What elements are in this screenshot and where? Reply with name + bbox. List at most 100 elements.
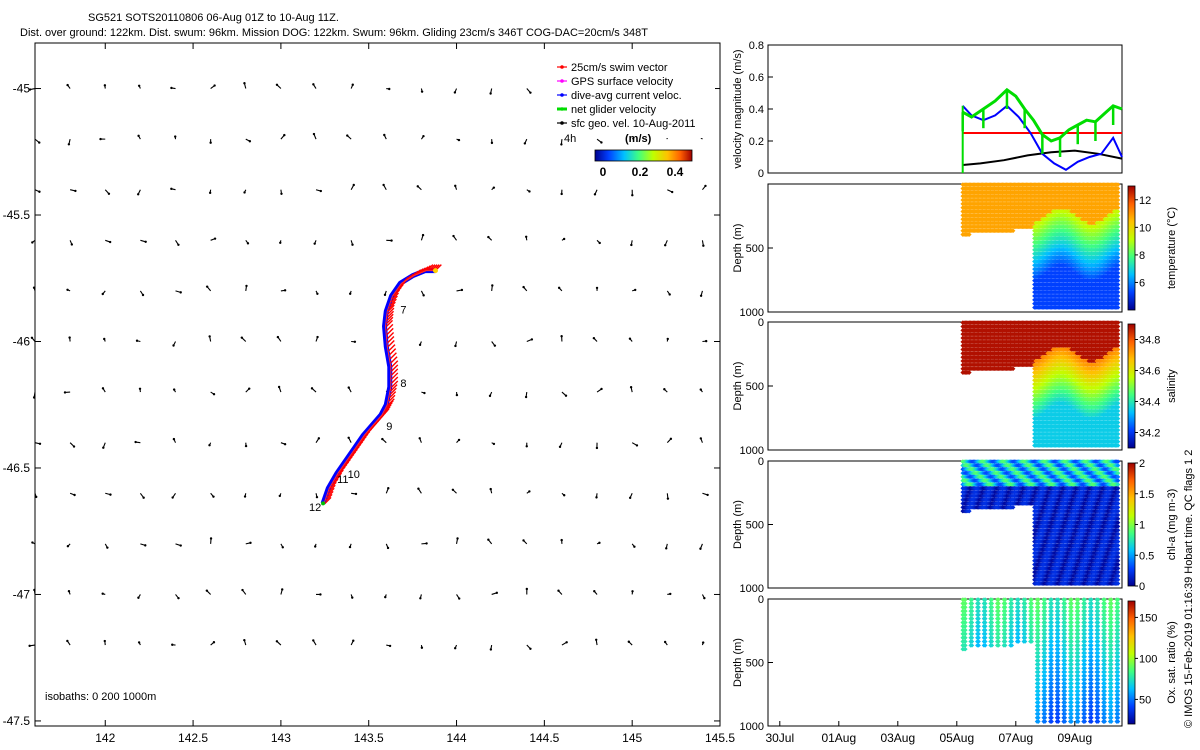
velocity-arrow-head — [670, 190, 674, 194]
velocity-arrow-head — [387, 487, 390, 490]
map-ytick-label: -45 — [13, 82, 31, 96]
velocity-arrow-head — [281, 588, 284, 591]
velocity-arrow-head — [38, 190, 41, 193]
swim-vector — [389, 387, 397, 395]
velocity-arrow-head — [417, 487, 420, 490]
velocity-arrow-head — [595, 286, 599, 290]
velocity-arrow-head — [454, 344, 457, 348]
swim-vector — [387, 398, 395, 406]
velocity-arrow-head — [523, 142, 527, 145]
velocity-arrow-head — [351, 83, 354, 86]
swim-vector — [392, 292, 399, 300]
velocity-arrow-head — [525, 587, 529, 591]
velocity-arrow-head — [66, 639, 69, 643]
velocity-axes-frame — [767, 44, 1123, 174]
velocity-arrow-head — [316, 335, 319, 339]
velocity-arrow-head — [460, 288, 464, 292]
gps-surface-track — [323, 270, 437, 504]
velocity-arrow-head — [529, 91, 532, 94]
velocity-arrow-head — [631, 193, 634, 197]
legend-marker — [560, 107, 564, 111]
section-ytick-label: 500 — [746, 243, 764, 255]
colorbar-tick-0: 0 — [600, 165, 607, 179]
velocity-arrow-head — [102, 446, 105, 449]
velocity-arrow-head — [68, 336, 71, 339]
velocity-arrow-head — [32, 396, 36, 399]
velocity-arrow-head — [144, 544, 147, 547]
velocity-arrow-head — [171, 496, 174, 499]
map-xtick-label: 145 — [622, 731, 642, 745]
velocity-arrow-head — [310, 387, 314, 390]
velocity-arrow-head — [595, 638, 598, 641]
dive-avg-current-track — [320, 268, 436, 505]
velocity-arrow-head — [28, 644, 31, 648]
legend-label: 25cm/s swim vector — [571, 62, 668, 74]
velocity-ytick-label: 0.2 — [749, 136, 764, 148]
velocity-series-line — [962, 149, 1123, 166]
velocity-arrow-head — [101, 292, 104, 296]
velocity-arrow-head — [628, 496, 632, 500]
map-colorbar — [594, 149, 693, 162]
velocity-arrow-head — [212, 495, 215, 498]
velocity-arrow-head — [35, 495, 38, 499]
velocity-arrow-head — [134, 440, 137, 444]
velocity-arrow-head — [560, 335, 563, 338]
velocity-arrow-head — [565, 641, 568, 644]
velocity-arrow-head — [174, 135, 177, 138]
swim-vector — [333, 475, 341, 483]
velocity-arrow-head — [137, 134, 140, 138]
velocity-arrow-head — [701, 641, 705, 644]
surface-velocity-arrows — [28, 82, 709, 651]
velocity-arrow-head — [489, 487, 492, 491]
swim-vector — [386, 319, 394, 327]
velocity-arrow-head — [420, 646, 424, 649]
velocity-arrow-head — [384, 595, 387, 599]
velocity-arrow-head — [172, 437, 176, 441]
velocity-arrow-head — [348, 545, 352, 549]
velocity-arrow-head — [66, 288, 69, 291]
legend-marker — [560, 121, 564, 125]
velocity-arrow-head — [137, 84, 141, 87]
map-ytick-label: -46.5 — [3, 461, 31, 475]
velocity-arrow-head — [32, 286, 36, 289]
velocity-arrow-head — [248, 387, 251, 390]
velocity-ytick-label: 0.6 — [749, 72, 764, 84]
map-axes-frame — [34, 42, 721, 727]
swim-vector — [388, 301, 396, 309]
velocity-arrow-head — [243, 191, 246, 194]
swim-vector — [391, 376, 399, 384]
legend-time-label: 4h — [564, 133, 576, 145]
velocity-arrow-head — [489, 92, 492, 95]
velocity-arrow-head — [31, 241, 34, 244]
velocity-arrow-head — [172, 388, 176, 391]
velocity-arrow-head — [38, 442, 42, 445]
swim-vector — [391, 360, 399, 368]
velocity-arrow-head — [669, 437, 673, 441]
velocity-arrow-head — [699, 437, 703, 440]
velocity-arrow-head — [319, 189, 323, 193]
map-ytick-label: -47 — [13, 587, 31, 601]
velocity-arrow-head — [63, 391, 67, 394]
velocity-arrow-head — [666, 337, 669, 341]
swim-vector — [391, 380, 399, 388]
velocity-arrow-head — [73, 493, 76, 497]
velocity-arrow-head — [416, 185, 419, 188]
velocity-arrow-head — [283, 289, 287, 292]
velocity-arrow-head — [663, 244, 667, 247]
swim-vector — [387, 331, 395, 339]
velocity-arrow-head — [352, 183, 355, 187]
colorbar-tick-2: 0.4 — [667, 165, 684, 179]
velocity-arrow-head — [109, 493, 112, 496]
velocity-arrow-head — [348, 292, 352, 295]
velocity-arrow-head — [560, 192, 563, 196]
velocity-arrow-head — [38, 141, 41, 144]
day-label: 7 — [400, 305, 406, 317]
velocity-arrow-head — [560, 143, 563, 146]
velocity-arrow-head — [451, 488, 455, 491]
swim-vector — [389, 298, 397, 306]
velocity-arrow-head — [386, 546, 390, 550]
swim-vector — [386, 316, 394, 324]
velocity-arrow-head — [390, 239, 393, 242]
velocity-arrow-head — [246, 242, 250, 245]
velocity-arrow-head — [67, 143, 71, 146]
